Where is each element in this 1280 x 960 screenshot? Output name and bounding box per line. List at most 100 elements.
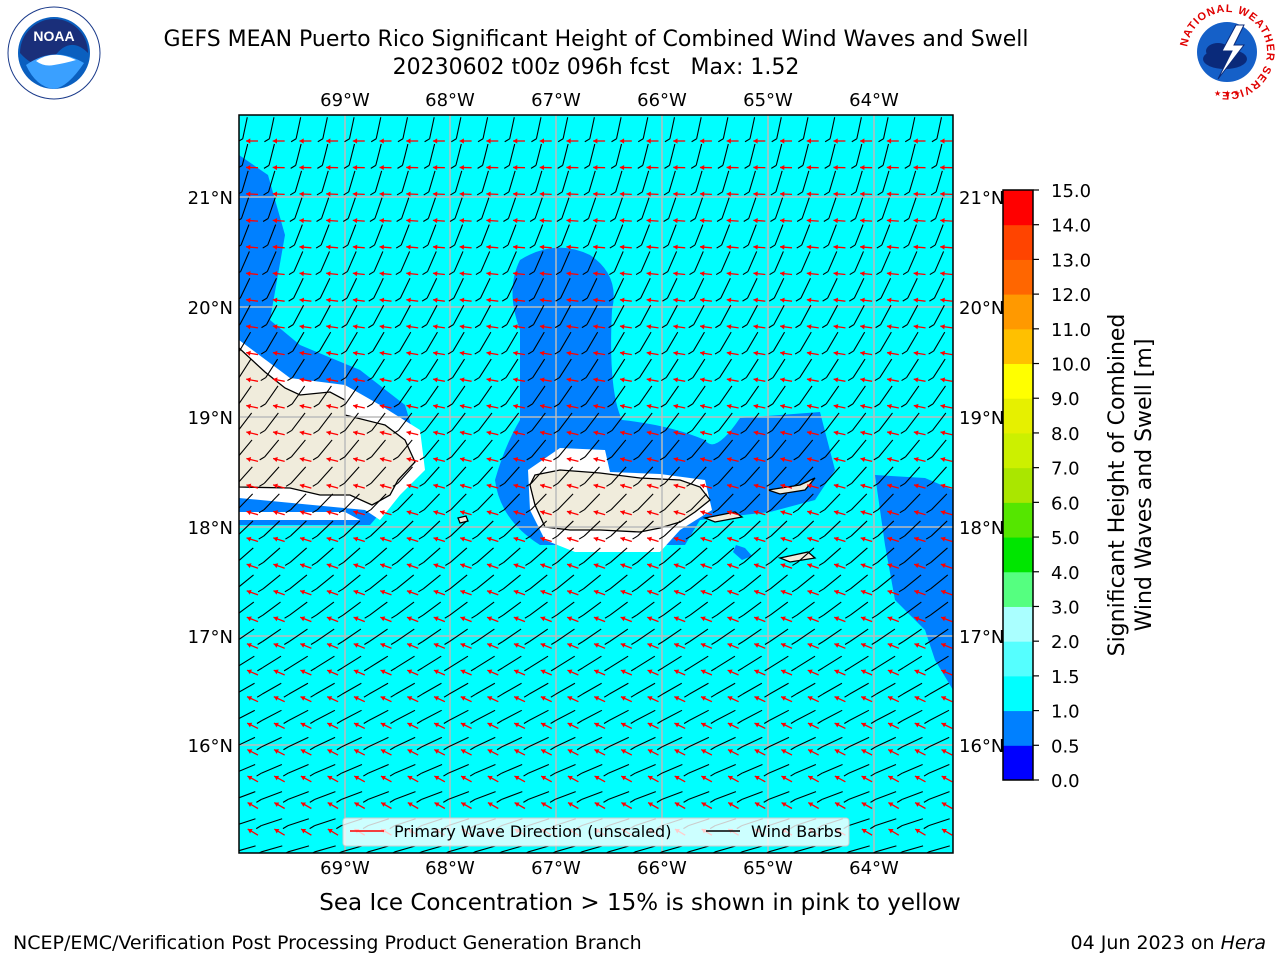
wave-arrow (834, 669, 846, 676)
wind-barb (364, 628, 388, 645)
wave-arrow (673, 324, 686, 330)
wind-barb (606, 466, 627, 487)
wave-arrow (406, 430, 419, 436)
wind-barb (657, 682, 683, 698)
wave-arrow (407, 775, 419, 783)
wave-arrow (860, 350, 873, 356)
wave-arrow (513, 457, 526, 463)
wave-arrow (914, 616, 926, 623)
wave-arrow (726, 403, 739, 409)
wind-barb (260, 358, 279, 382)
wind-barb (795, 304, 812, 329)
wave-arrow (833, 324, 846, 330)
colorbar-label-line2: Wind Waves and Swell [m] (1132, 339, 1157, 632)
wave-arrow (486, 350, 499, 356)
wind-barb (604, 628, 629, 645)
wave-arrow (673, 616, 686, 623)
colorbar-tick-label: 6.0 (1051, 493, 1080, 514)
wave-arrow (433, 457, 446, 463)
wind-barb (926, 439, 947, 461)
wind-barb (474, 304, 491, 329)
wave-arrow (646, 457, 659, 463)
lat-label-right: 16°N (959, 736, 1004, 757)
wave-arrow (352, 324, 365, 330)
wave-arrow (754, 722, 766, 729)
wave-arrow (379, 271, 392, 277)
wave-arrow (781, 802, 793, 810)
wind-barb (739, 466, 761, 487)
wave-arrow (860, 218, 873, 224)
wave-arrow (699, 191, 712, 197)
wave-arrow (246, 350, 259, 356)
wind-barb (683, 709, 709, 724)
wind-barb (286, 412, 306, 434)
wave-arrow (459, 457, 472, 463)
wave-arrow (486, 297, 499, 303)
wave-arrow (807, 589, 819, 596)
wave-arrow (380, 669, 392, 676)
wave-arrow (433, 722, 446, 729)
wind-barb (816, 764, 843, 777)
wave-arrow (433, 616, 446, 623)
wave-arrow (753, 510, 766, 516)
wind-barb (763, 791, 790, 803)
wind-barb (421, 331, 438, 355)
wind-barb (685, 547, 708, 566)
wave-arrow (913, 218, 926, 224)
wave-arrow (753, 271, 766, 277)
wind-barb (898, 628, 922, 645)
wave-arrow (620, 722, 633, 729)
wind-barb (418, 493, 440, 514)
wind-barb (313, 358, 332, 382)
wind-barb (504, 117, 515, 143)
wind-barb (658, 601, 682, 619)
wave-arrow (460, 589, 472, 596)
wave-arrow (406, 589, 419, 596)
wind-barb (796, 224, 811, 249)
wind-barb (872, 547, 895, 566)
wave-arrow (566, 430, 579, 436)
wind-barb (501, 331, 519, 355)
wave-arrow (673, 191, 686, 197)
colorbar-tick-label: 13.0 (1051, 250, 1091, 271)
wind-barb (554, 304, 572, 329)
wave-arrow (352, 244, 365, 250)
wave-arrow (566, 271, 579, 277)
wave-arrow (513, 324, 526, 330)
wind-barb (843, 764, 870, 777)
wave-arrow (512, 218, 526, 224)
wind-barb (476, 224, 490, 249)
wave-arrow (913, 510, 926, 516)
wave-arrow (886, 164, 899, 171)
wind-barb (258, 547, 281, 566)
wind-barb (849, 251, 864, 276)
wave-arrow (887, 775, 900, 783)
wind-barb (844, 655, 869, 672)
wave-arrow (780, 430, 793, 436)
wave-arrow (646, 430, 659, 436)
wave-arrow (700, 696, 713, 703)
wave-arrow (753, 642, 766, 649)
wind-barb (846, 466, 867, 487)
wind-barb (897, 736, 923, 751)
wind-barb (284, 628, 308, 645)
wave-arrow (406, 377, 419, 383)
wave-arrow (833, 457, 846, 463)
wave-arrow (646, 350, 659, 356)
wind-barb (337, 574, 361, 593)
wave-arrow (459, 271, 472, 277)
wind-barb (790, 682, 816, 698)
wave-arrow (753, 350, 766, 356)
wind-barb (315, 224, 330, 249)
wind-barb (633, 412, 653, 434)
wind-barb (871, 601, 895, 619)
wave-arrow (459, 218, 472, 224)
wave-arrow (646, 138, 659, 144)
wave-arrow (513, 430, 526, 436)
wind-barb (392, 493, 414, 514)
wave-arrow (726, 430, 739, 436)
wave-arrow (540, 696, 552, 703)
wind-barb (607, 385, 626, 408)
wind-barb (445, 520, 467, 540)
wind-barb (764, 682, 789, 698)
